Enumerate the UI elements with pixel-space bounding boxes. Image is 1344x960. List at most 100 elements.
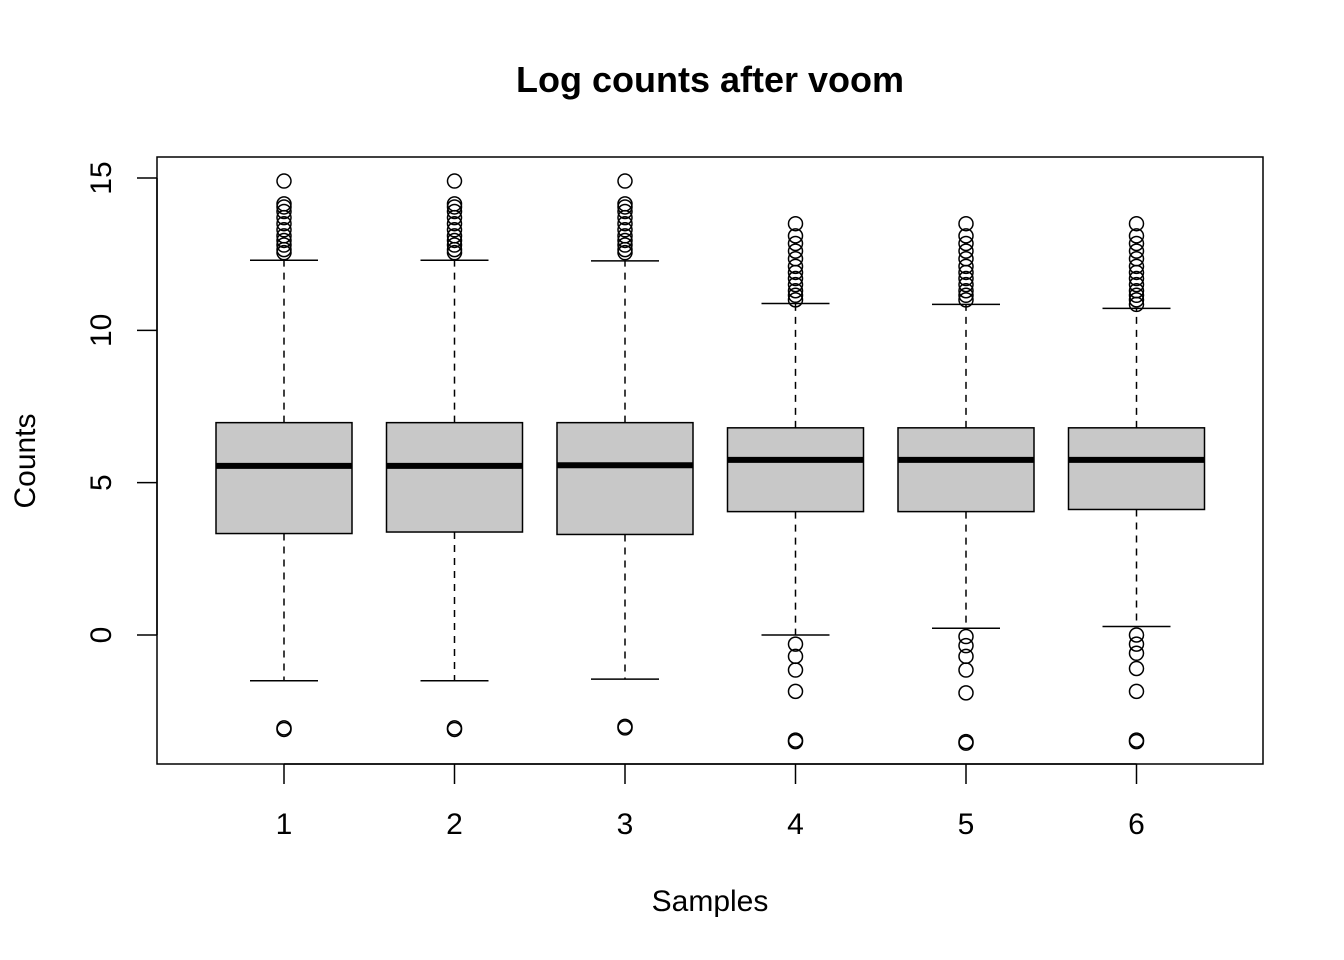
y-tick-label: 10 [85, 314, 118, 347]
outlier-point [958, 662, 974, 678]
outlier-point [617, 237, 633, 253]
outlier-point [446, 237, 463, 253]
outlier-point [1128, 243, 1145, 259]
box-4 [726, 215, 865, 750]
outlier-point [787, 250, 804, 267]
outlier-point [446, 215, 463, 232]
outlier-point [617, 173, 633, 189]
outlier-point [276, 222, 292, 238]
iqr-box [726, 427, 865, 513]
outlier-point [617, 232, 633, 249]
outlier-point [958, 250, 974, 267]
outlier-point [958, 287, 974, 304]
iqr-box [215, 421, 353, 535]
outlier-point [446, 232, 463, 249]
outlier-point [276, 237, 292, 253]
box-3 [556, 173, 694, 736]
box-6 [1067, 215, 1206, 750]
outlier-point [787, 243, 804, 259]
outlier-point [787, 292, 804, 308]
outlier-point [1128, 645, 1145, 662]
outlier-point [958, 292, 974, 308]
x-tick-label: 2 [446, 808, 463, 841]
outlier-point [1128, 732, 1145, 748]
box-2 [385, 173, 524, 738]
box-5 [897, 215, 1035, 751]
outlier-point [787, 270, 804, 287]
outlier-point [958, 637, 974, 654]
outlier-point [276, 196, 292, 212]
x-tick-label: 3 [617, 808, 634, 841]
outlier-point [958, 235, 974, 252]
x-tick-label: 1 [276, 808, 293, 841]
outlier-point [446, 720, 463, 736]
y-axis-label: Counts [9, 413, 42, 508]
outlier-point [276, 173, 292, 189]
outlier-point [958, 228, 974, 244]
y-tick-label: 15 [85, 161, 118, 194]
outlier-point [617, 215, 633, 232]
x-tick-label: 6 [1128, 808, 1145, 841]
outlier-point [958, 243, 974, 259]
outlier-point [787, 287, 804, 304]
outlier-point [276, 720, 292, 736]
x-tick-label: 4 [787, 808, 804, 841]
iqr-box [897, 427, 1035, 513]
outlier-point [617, 203, 633, 220]
outlier-point [787, 648, 804, 665]
outlier-point [958, 258, 974, 275]
outlier-point [446, 203, 463, 220]
outlier-point [1128, 235, 1145, 252]
outlier-point [617, 222, 633, 238]
outlier-point [446, 196, 463, 212]
y-axis: 0 5 10 15 [85, 161, 158, 644]
outlier-point [787, 228, 804, 244]
boxes-group [215, 173, 1206, 751]
y-tick-label: 5 [85, 474, 118, 491]
outlier-point [787, 235, 804, 252]
outlier-point [276, 232, 292, 249]
chart-title: Log counts after voom [516, 59, 904, 100]
outlier-point [958, 270, 974, 287]
iqr-box [556, 421, 694, 536]
outlier-point [617, 196, 633, 212]
iqr-box [1067, 427, 1206, 511]
outlier-point [958, 648, 974, 665]
outlier-point [617, 228, 633, 244]
outlier-point [1128, 683, 1145, 700]
outlier-point [1128, 215, 1145, 232]
outlier-point [1128, 287, 1145, 304]
outlier-point [1128, 270, 1145, 287]
outlier-point [1128, 276, 1145, 293]
outlier-point [958, 215, 974, 232]
outlier-point [787, 683, 804, 700]
outlier-point [617, 718, 633, 735]
outlier-point [276, 215, 292, 232]
outlier-point [446, 228, 463, 244]
outlier-point [958, 733, 974, 750]
outlier-point [276, 203, 292, 220]
outlier-point [1128, 258, 1145, 275]
outlier-point [1128, 282, 1145, 299]
iqr-box [385, 421, 524, 533]
box-1 [215, 173, 353, 738]
outlier-point [446, 222, 463, 238]
outlier-point [787, 276, 804, 293]
outlier-point [446, 173, 463, 189]
outlier-point [787, 662, 804, 678]
outlier-point [958, 628, 974, 645]
y-tick-label: 0 [85, 627, 118, 644]
outlier-point [276, 228, 292, 244]
outlier-point [1128, 292, 1145, 308]
outlier-point [787, 258, 804, 275]
outlier-point [787, 282, 804, 299]
x-axis-label: Samples [652, 885, 769, 918]
outlier-point [787, 732, 804, 748]
outlier-point [787, 215, 804, 232]
outlier-point [1128, 250, 1145, 267]
outlier-point [1128, 636, 1145, 652]
x-tick-label: 5 [958, 808, 975, 841]
outlier-point [958, 685, 974, 701]
outlier-point [1128, 627, 1145, 643]
